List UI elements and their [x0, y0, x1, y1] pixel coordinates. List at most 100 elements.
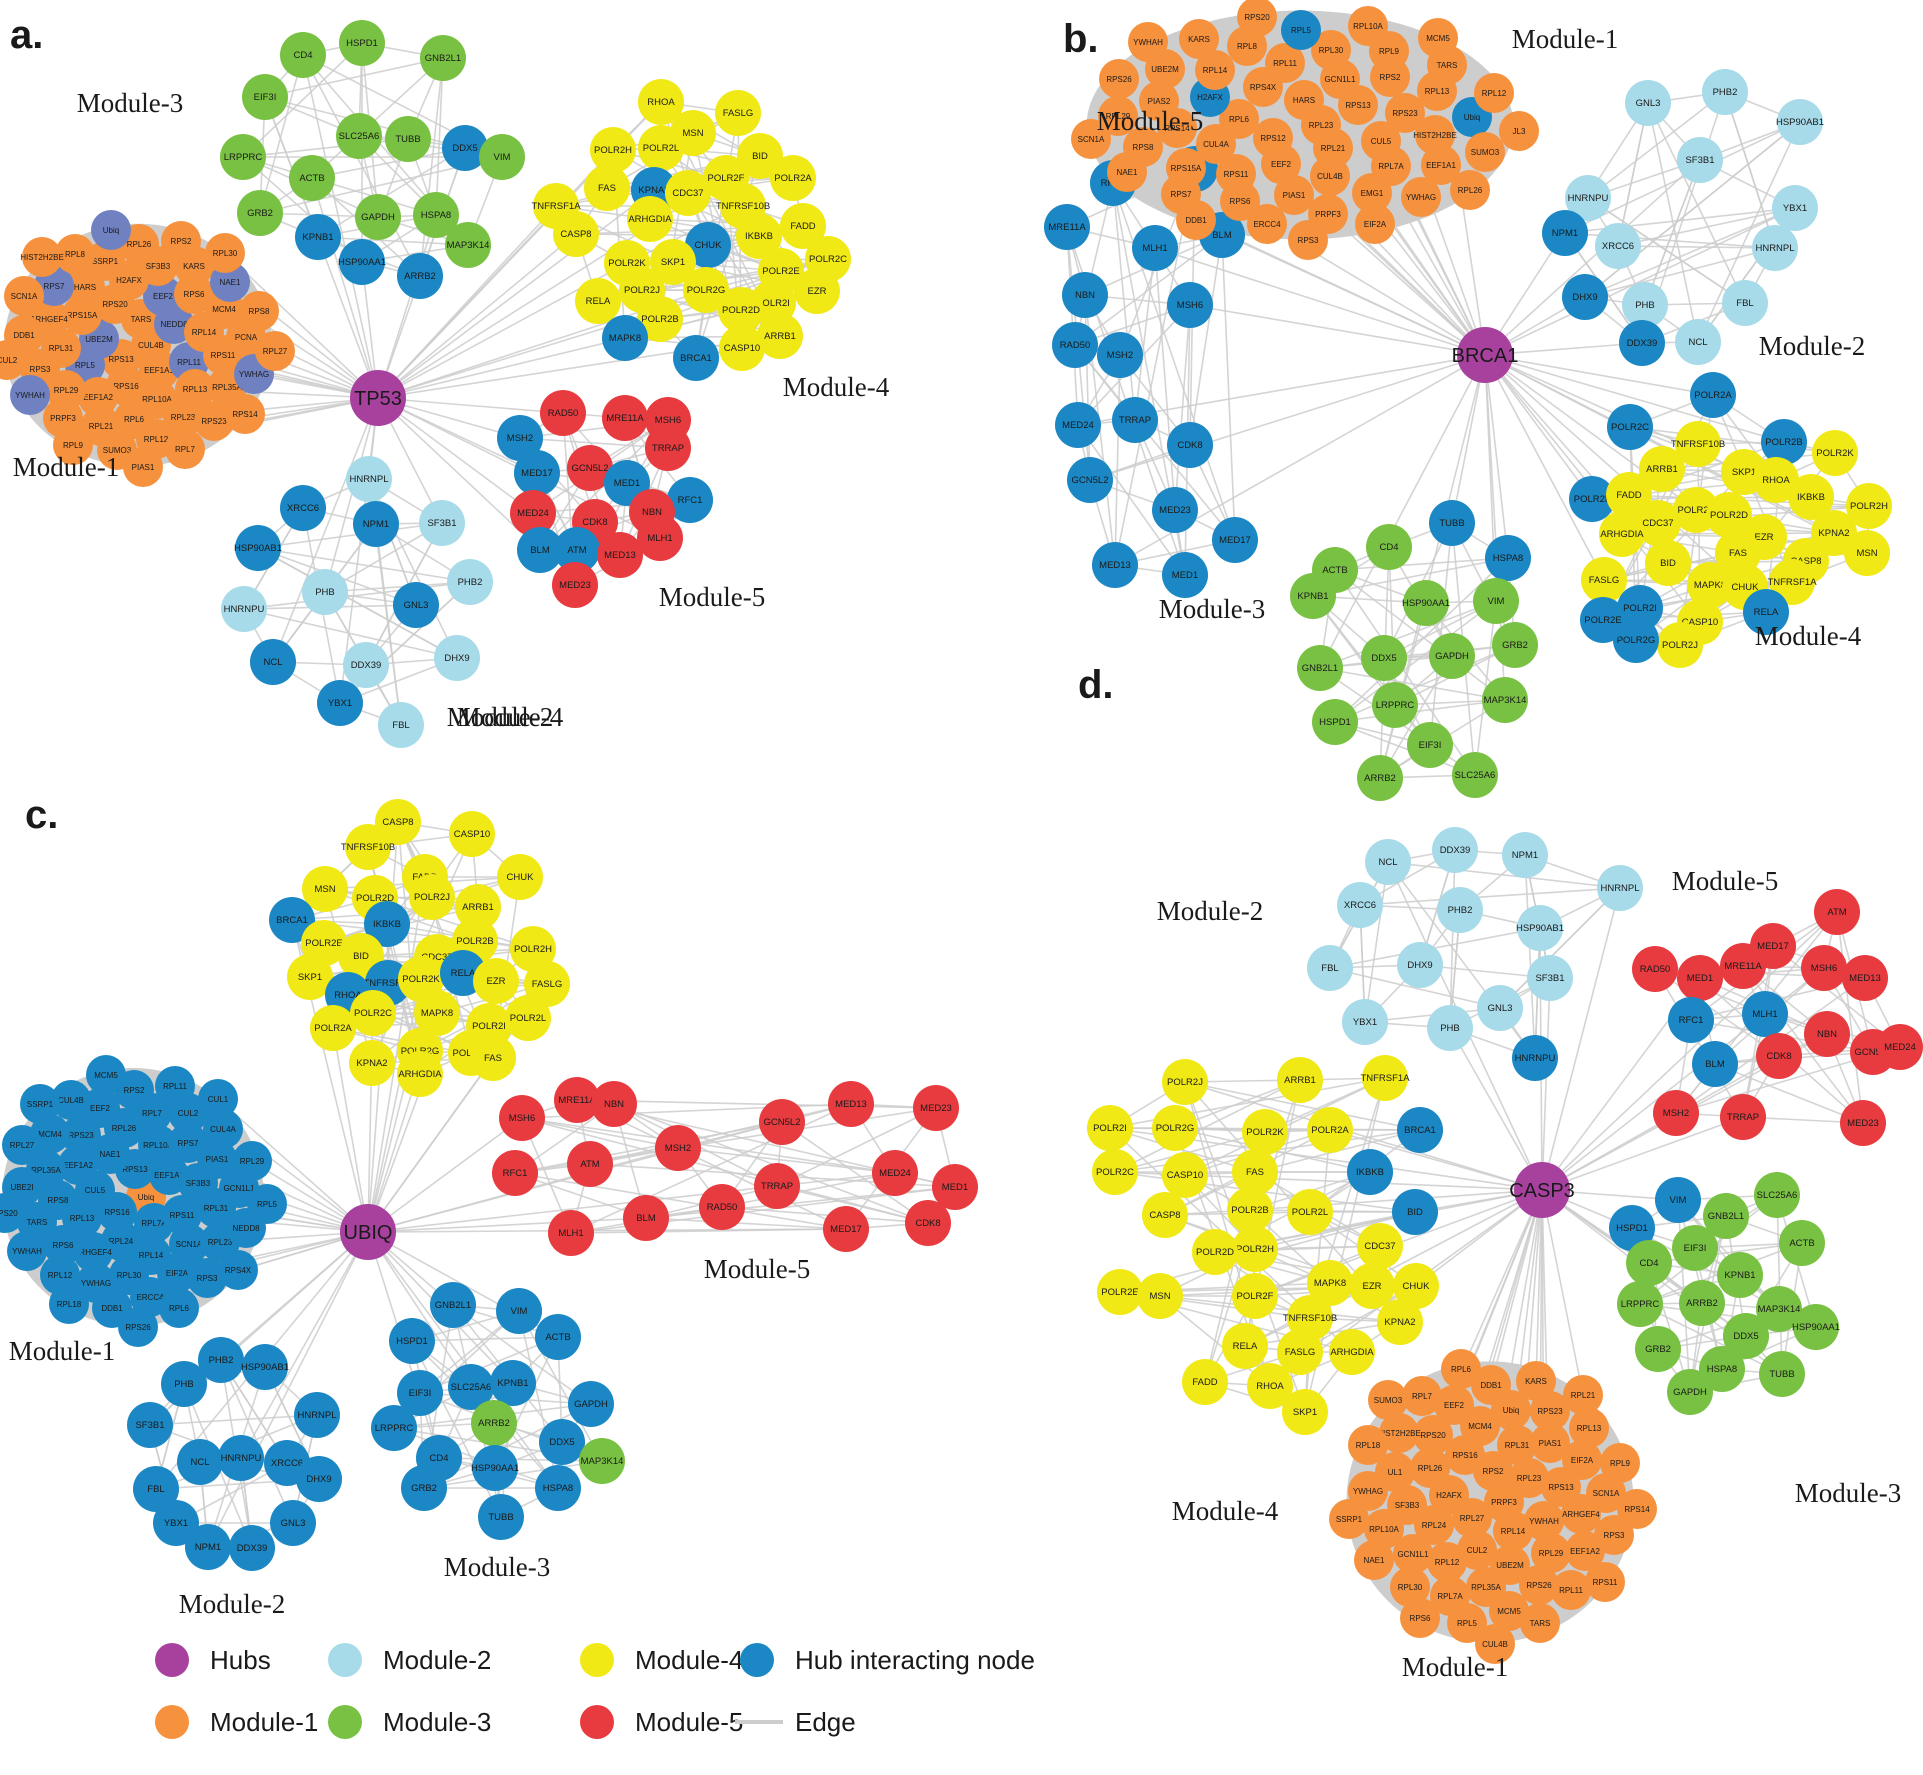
node-HSPD1: [1609, 1205, 1655, 1251]
node-PIAS1: [197, 1139, 237, 1179]
node-label: FBL: [1321, 963, 1338, 974]
node-SKP1: [287, 954, 333, 1000]
node-label: POLR2H: [514, 944, 552, 955]
node-IKBKB: [364, 901, 410, 947]
node-HSPA8: [1485, 535, 1531, 581]
node-label: POLR2I: [472, 1021, 506, 1032]
node-NPM1: [353, 501, 399, 547]
node-label: RPL11: [163, 1082, 187, 1091]
edge: [367, 876, 426, 1233]
node-label: YWHAH: [1529, 1517, 1559, 1526]
node-label: RPL24: [109, 1237, 134, 1246]
node-label: POLR2K: [402, 974, 440, 985]
node-VIM: [496, 1288, 542, 1334]
node-label: FASLG: [1285, 1347, 1316, 1358]
node-label: GRB2: [1645, 1344, 1671, 1355]
node-HSPD1: [339, 20, 385, 66]
node-MED1: [1677, 955, 1723, 1001]
node-BLM: [517, 527, 563, 573]
module-label-d-Module-1: Module-1: [1402, 1652, 1508, 1682]
node-label: LRPPRC: [375, 1423, 414, 1434]
node-BRCA1: [1397, 1107, 1443, 1153]
node-RPL10A: [1348, 6, 1388, 46]
node-HNRNPL: [1597, 865, 1643, 911]
node-label: RPL29: [54, 386, 79, 395]
node-label: Ubiq: [1464, 113, 1480, 122]
node-label: DDX5: [1371, 653, 1396, 664]
node-CUL2: [1457, 1530, 1497, 1570]
node-CHUK: [1393, 1263, 1439, 1309]
node-POLR2D: [1706, 492, 1752, 538]
node-EZR: [1349, 1263, 1395, 1309]
node-GCN5L2: [759, 1099, 805, 1145]
node-MED17: [823, 1206, 869, 1252]
node-label: POLR2H: [594, 145, 632, 156]
node-TUBB: [478, 1494, 524, 1540]
node-label: MED23: [559, 580, 591, 591]
node-TNFRSF10B: [345, 824, 391, 870]
node-label: SCN1A: [1593, 1489, 1620, 1498]
node-MRE11A: [1044, 204, 1090, 250]
node-label: NAE1: [1364, 1556, 1385, 1565]
node-GNB2L1: [430, 1282, 476, 1328]
node-label: FAS: [484, 1053, 502, 1064]
node-label: RHOA: [647, 97, 675, 108]
node-label: SCN1A: [1078, 135, 1105, 144]
node-RELA: [1222, 1323, 1268, 1369]
node-MED1: [932, 1164, 978, 1210]
node-label: RPS23: [201, 417, 227, 426]
edge: [367, 1117, 523, 1233]
edge: [264, 57, 444, 98]
node-RPS3: [187, 1258, 227, 1298]
node-label: GAPDH: [1673, 1387, 1707, 1398]
node-GNB2L1: [1297, 645, 1343, 691]
edge: [1639, 1303, 1783, 1375]
node-label: POLR2D: [1710, 510, 1748, 521]
hub-label: CASP3: [1509, 1180, 1575, 1202]
node-label: DDX5: [549, 1437, 574, 1448]
node-label: SSRP1: [27, 1100, 54, 1109]
node-label: MSH2: [507, 433, 533, 444]
node-FADD: [1606, 472, 1652, 518]
legend-swatch-Hub interacting node: [740, 1643, 774, 1677]
node-label: CDC37: [421, 952, 452, 963]
node-label: HIST2H2BE: [1413, 131, 1457, 140]
node-label: BLM: [530, 545, 550, 556]
edge: [1484, 207, 1796, 356]
edge: [1484, 354, 1509, 559]
edge: [677, 1147, 896, 1174]
node-MED24: [510, 490, 556, 536]
node-RFC1: [1668, 997, 1714, 1043]
legend-swatch-Module-2: [328, 1643, 362, 1677]
node-label: RPL13: [183, 385, 208, 394]
node-label: SSRP1: [1336, 1515, 1363, 1524]
node-label: RPL35A: [212, 383, 242, 392]
node-FBL: [1307, 945, 1353, 991]
node-label: MRE11A: [1724, 961, 1762, 972]
node-label: EEF2: [153, 292, 174, 301]
node-POLR2G: [1152, 1105, 1198, 1151]
node-label: HNRNPL: [349, 474, 388, 485]
node-label: KPNB1: [497, 1378, 528, 1389]
node-YBX1: [1772, 185, 1818, 231]
edge: [1195, 219, 1486, 356]
node-DHX9: [296, 1456, 342, 1502]
node-label: UBE2I: [10, 1183, 33, 1192]
node-label: YBX1: [1783, 203, 1807, 214]
node-label: RPS14: [1164, 124, 1190, 133]
node-label: RPL7A: [1378, 162, 1404, 171]
edge: [1114, 1131, 1266, 1173]
edge: [1677, 1199, 1780, 1310]
node-RPL29: [232, 1141, 272, 1181]
node-MAP3K14: [1756, 1286, 1802, 1332]
node-label: FBL: [1736, 298, 1753, 309]
node-label: ARHGDIA: [628, 214, 672, 225]
legend-label: Module-2: [383, 1645, 491, 1675]
edge: [377, 233, 577, 399]
module-label-c-Module-5: Module-5: [704, 1254, 810, 1284]
node-label: CUL4B: [138, 341, 164, 350]
node-YBX1: [1342, 999, 1388, 1045]
edge: [1697, 121, 1801, 343]
node-RPS26: [118, 1307, 158, 1347]
node-label: VIM: [511, 1306, 528, 1317]
